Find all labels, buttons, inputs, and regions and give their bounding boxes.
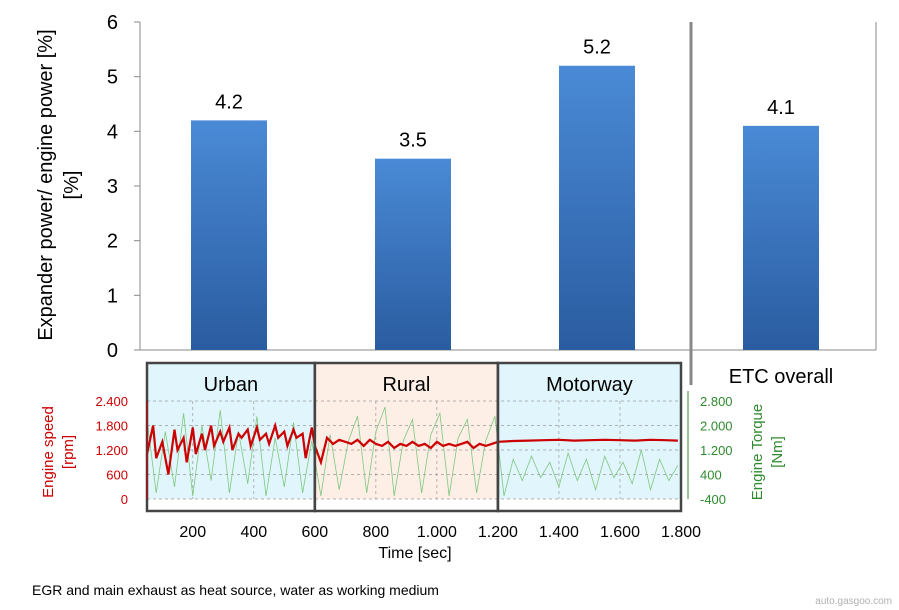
segment-frame xyxy=(496,361,683,513)
segment-label-motorway: Motorway xyxy=(546,374,633,396)
left-tick-label: 600 xyxy=(106,468,128,483)
bar-y-tick-label: 3 xyxy=(107,176,118,198)
x-axis-label: Time [sec] xyxy=(378,545,451,562)
etc-overall-label: ETC overall xyxy=(729,366,833,388)
bar-value-label: 3.5 xyxy=(399,130,427,152)
left-tick-label: 0 xyxy=(121,492,128,507)
x-tick-label: 1.600 xyxy=(600,524,640,541)
bar-value-label: 4.2 xyxy=(215,91,243,113)
x-tick-label: 1.800 xyxy=(661,524,701,541)
right-tick-label: -400 xyxy=(700,492,726,507)
line-chart: Urban Rural Motorway ETC overall 0 600 1.200… xyxy=(40,361,833,562)
bar-motorway xyxy=(559,65,635,350)
x-tick-label: 600 xyxy=(301,524,328,541)
bar-rural xyxy=(375,158,451,350)
bar-y-tick-label: 0 xyxy=(107,340,118,362)
x-tick-label: 800 xyxy=(363,524,390,541)
series-engine-speed xyxy=(145,421,678,475)
left-tick-label: 2.400 xyxy=(95,394,128,409)
series-engine-torque xyxy=(146,406,679,496)
bar-chart: 0 1 2 3 4 5 6 4.2 3.5 5.2 4.1 Expander power/ eng… xyxy=(35,12,877,385)
bar-y-tick-label: 2 xyxy=(107,231,118,253)
watermark: auto.gasgoo.com xyxy=(815,596,892,607)
bar-y-tick-label: 5 xyxy=(107,67,118,89)
segment-label-urban: Urban xyxy=(204,374,258,396)
left-axis-label-line1: Engine speed xyxy=(40,406,57,498)
segment-motorway xyxy=(497,363,681,499)
bar-y-tick-label: 6 xyxy=(107,12,118,34)
bar-urban xyxy=(191,120,267,351)
x-tick-label: 400 xyxy=(240,524,267,541)
right-tick-label: 2.000 xyxy=(700,419,733,434)
bar-y-tick-label: 4 xyxy=(107,121,118,143)
bar-etc-overall xyxy=(743,125,819,350)
bar-y-label-line1: Expander power/ engine power [%] xyxy=(35,29,57,340)
right-tick-label: 1.200 xyxy=(700,443,733,458)
left-tick-label: 1.200 xyxy=(95,443,128,458)
footnote: EGR and main exhaust as heat source, wat… xyxy=(32,582,439,598)
right-axis-label-line1: Engine Torque xyxy=(749,404,766,500)
bar-y-label-line2: [%] xyxy=(61,171,83,200)
right-axis-label-line2: [Nm] xyxy=(769,436,786,468)
x-tick-label: 200 xyxy=(179,524,206,541)
left-tick-label: 1.800 xyxy=(95,419,128,434)
bar-y-tick-label: 1 xyxy=(107,285,118,307)
x-tick-label: 1.200 xyxy=(478,524,518,541)
x-tick-label: 1.000 xyxy=(417,524,457,541)
right-tick-label: 400 xyxy=(700,468,722,483)
left-axis-label-line2: [rpm] xyxy=(60,435,77,469)
right-tick-label: 2.800 xyxy=(700,394,733,409)
bar-value-label: 5.2 xyxy=(583,37,611,59)
segment-rural xyxy=(314,363,498,499)
segment-label-rural: Rural xyxy=(382,374,430,396)
bar-value-label: 4.1 xyxy=(767,97,795,119)
x-tick-label: 1.400 xyxy=(539,524,579,541)
